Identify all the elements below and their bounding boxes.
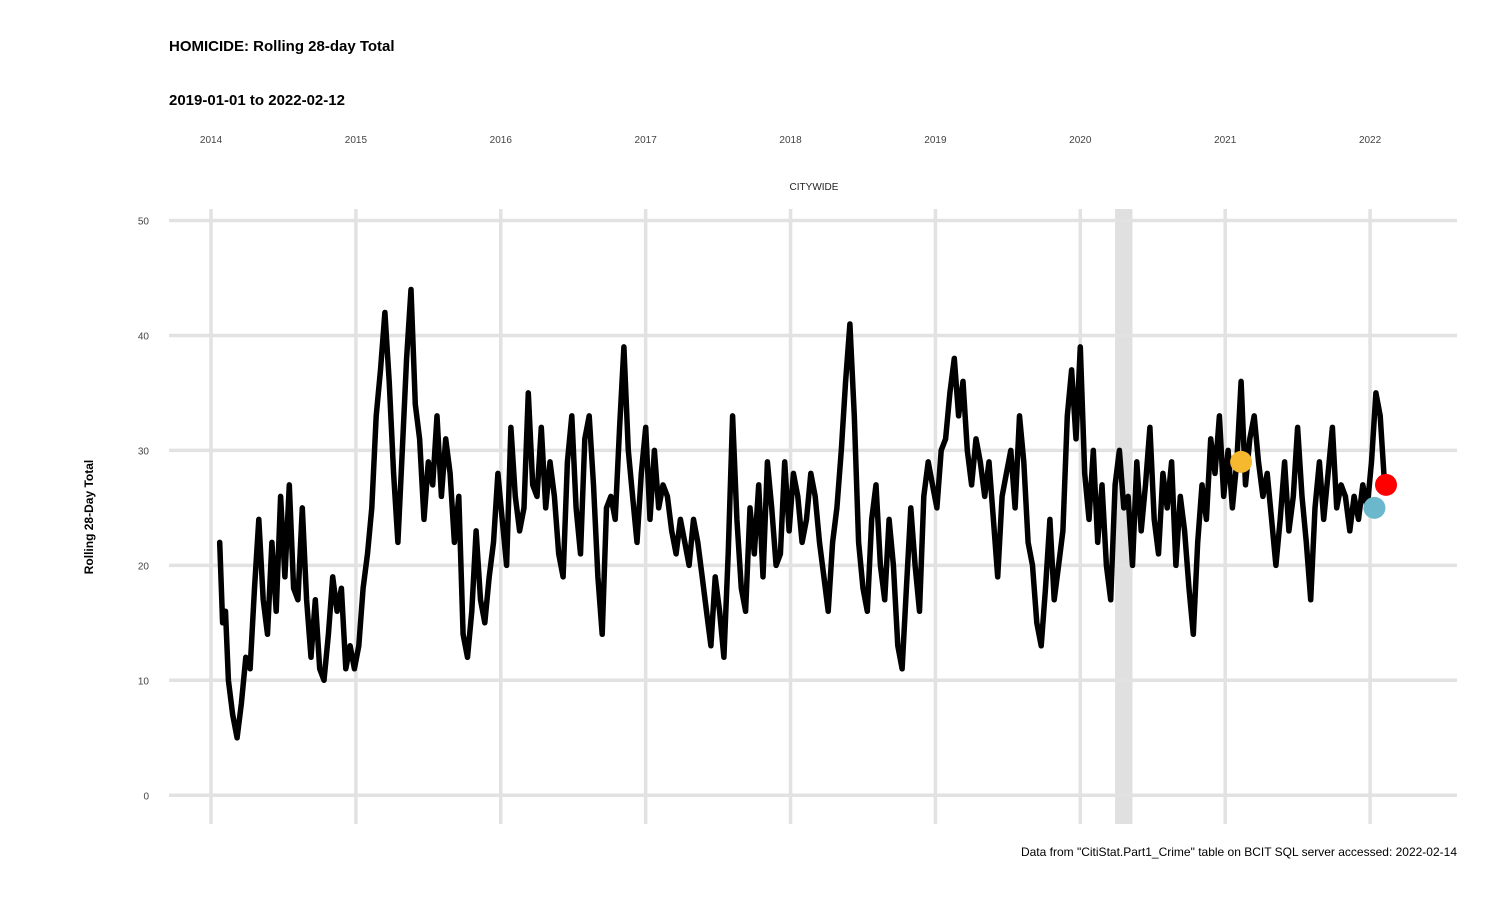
chart-title: HOMICIDE: Rolling 28-day Total xyxy=(169,38,395,55)
orange-point xyxy=(1230,450,1253,473)
y-tick-label: 20 xyxy=(138,561,150,572)
y-tick-label: 50 xyxy=(138,216,150,227)
chart-caption: Data from "CitiStat.Part1_Crime" table o… xyxy=(1020,845,1457,859)
y-tick-label: 0 xyxy=(143,791,149,802)
y-tick-label: 40 xyxy=(138,331,150,342)
x-tick-label: 2016 xyxy=(490,135,513,146)
series-line-layer xyxy=(216,286,1388,741)
shaded-band-layer xyxy=(1115,209,1133,824)
x-tick-label: 2018 xyxy=(779,135,802,146)
x-tick-label: 2014 xyxy=(200,135,223,146)
chart-subtitle: 2019-01-01 to 2022-02-12 xyxy=(169,92,345,109)
x-tick-label: 2019 xyxy=(924,135,947,146)
x-tick-label: 2022 xyxy=(1359,135,1382,146)
grid-layer xyxy=(169,209,1457,824)
red-point xyxy=(1375,473,1398,496)
marker-layer xyxy=(1230,450,1398,519)
y-tick-label: 10 xyxy=(138,676,150,687)
series-line xyxy=(216,286,1388,741)
blue-point xyxy=(1363,496,1386,519)
x-tick-label: 2020 xyxy=(1069,135,1092,146)
shaded-band xyxy=(1115,209,1133,824)
x-tick-label: 2017 xyxy=(635,135,658,146)
y-axis-title: Rolling 28-Day Total xyxy=(82,460,96,574)
tick-label-layer: 0 10 20 30 40 50 2014 2015 2016 2017 2018 2019 2020 2… xyxy=(138,135,1382,802)
facet-label: CITYWIDE xyxy=(790,182,839,193)
x-tick-label: 2021 xyxy=(1214,135,1237,146)
y-tick-label: 30 xyxy=(138,446,150,457)
x-tick-label: 2015 xyxy=(345,135,368,146)
